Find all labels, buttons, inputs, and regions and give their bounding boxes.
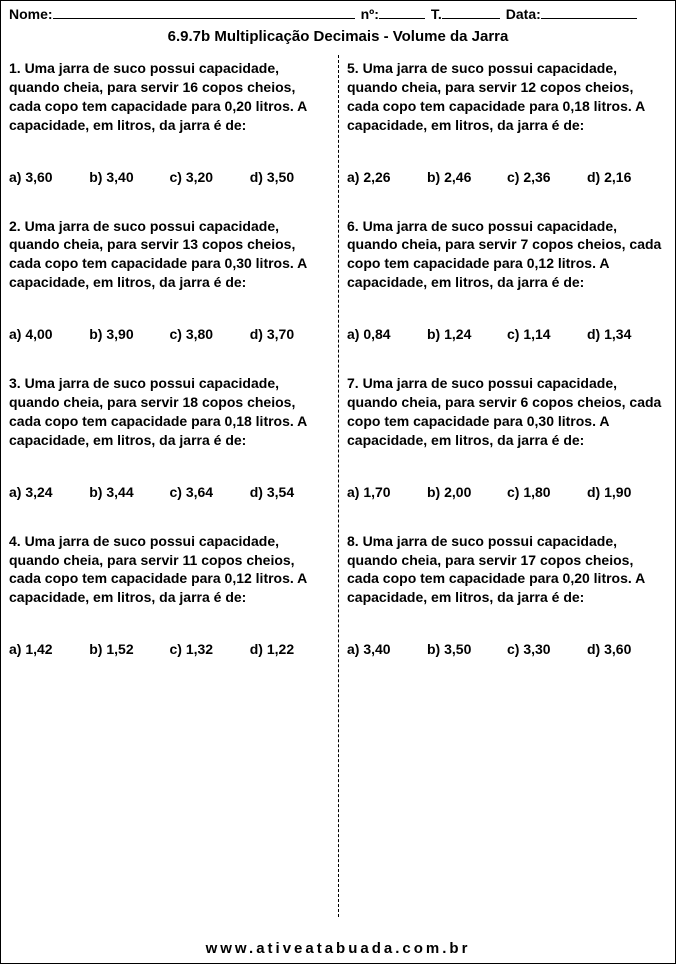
question-text: 1. Uma jarra de suco possui capacidade, … [9, 59, 330, 135]
option-a[interactable]: a) 0,84 [347, 326, 427, 342]
options-row: a) 1,70 b) 2,00 c) 1,80 d) 1,90 [347, 484, 667, 500]
date-field: Data: [506, 5, 637, 22]
options-row: a) 3,40 b) 3,50 c) 3,30 d) 3,60 [347, 641, 667, 657]
date-underline[interactable] [541, 5, 637, 19]
footer-url: www.ativeatabuada.com.br [1, 940, 675, 957]
option-b[interactable]: b) 3,90 [89, 326, 169, 342]
options-row: a) 2,26 b) 2,46 c) 2,36 d) 2,16 [347, 169, 667, 185]
option-c[interactable]: c) 1,80 [507, 484, 587, 500]
option-a[interactable]: a) 3,40 [347, 641, 427, 657]
number-label: nº: [361, 6, 379, 22]
question-text: 2. Uma jarra de suco possui capacidade, … [9, 217, 330, 293]
option-a[interactable]: a) 1,70 [347, 484, 427, 500]
number-field: nº: [361, 5, 425, 22]
option-d[interactable]: d) 3,54 [250, 484, 330, 500]
question-4: 4. Uma jarra de suco possui capacidade, … [9, 532, 330, 658]
options-row: a) 4,00 b) 3,90 c) 3,80 d) 3,70 [9, 326, 330, 342]
option-c[interactable]: c) 3,30 [507, 641, 587, 657]
option-b[interactable]: b) 2,00 [427, 484, 507, 500]
option-a[interactable]: a) 1,42 [9, 641, 89, 657]
option-d[interactable]: d) 1,90 [587, 484, 667, 500]
option-a[interactable]: a) 4,00 [9, 326, 89, 342]
option-b[interactable]: b) 3,50 [427, 641, 507, 657]
question-text: 8. Uma jarra de suco possui capacidade, … [347, 532, 667, 608]
number-underline[interactable] [379, 5, 425, 19]
question-1: 1. Uma jarra de suco possui capacidade, … [9, 59, 330, 185]
right-column: 5. Uma jarra de suco possui capacidade, … [338, 55, 675, 917]
question-8: 8. Uma jarra de suco possui capacidade, … [347, 532, 667, 658]
option-d[interactable]: d) 3,60 [587, 641, 667, 657]
question-text: 6. Uma jarra de suco possui capacidade, … [347, 217, 667, 293]
class-label: T. [431, 6, 442, 22]
question-text: 5. Uma jarra de suco possui capacidade, … [347, 59, 667, 135]
date-label: Data: [506, 6, 541, 22]
option-c[interactable]: c) 3,80 [170, 326, 250, 342]
options-row: a) 0,84 b) 1,24 c) 1,14 d) 1,34 [347, 326, 667, 342]
name-field: Nome: [9, 5, 355, 22]
option-b[interactable]: b) 2,46 [427, 169, 507, 185]
option-c[interactable]: c) 3,64 [170, 484, 250, 500]
option-b[interactable]: b) 3,40 [89, 169, 169, 185]
question-3: 3. Uma jarra de suco possui capacidade, … [9, 374, 330, 500]
class-field: T. [431, 5, 500, 22]
option-c[interactable]: c) 2,36 [507, 169, 587, 185]
question-text: 4. Uma jarra de suco possui capacidade, … [9, 532, 330, 608]
option-a[interactable]: a) 3,60 [9, 169, 89, 185]
options-row: a) 1,42 b) 1,52 c) 1,32 d) 1,22 [9, 641, 330, 657]
option-d[interactable]: d) 3,70 [250, 326, 330, 342]
question-7: 7. Uma jarra de suco possui capacidade, … [347, 374, 667, 500]
option-d[interactable]: d) 1,34 [587, 326, 667, 342]
question-text: 7. Uma jarra de suco possui capacidade, … [347, 374, 667, 450]
class-underline[interactable] [442, 5, 500, 19]
option-a[interactable]: a) 2,26 [347, 169, 427, 185]
option-b[interactable]: b) 1,52 [89, 641, 169, 657]
question-6: 6. Uma jarra de suco possui capacidade, … [347, 217, 667, 343]
option-d[interactable]: d) 2,16 [587, 169, 667, 185]
options-row: a) 3,24 b) 3,44 c) 3,64 d) 3,54 [9, 484, 330, 500]
option-b[interactable]: b) 1,24 [427, 326, 507, 342]
option-c[interactable]: c) 3,20 [170, 169, 250, 185]
worksheet-title: 6.9.7b Multiplicação Decimais - Volume d… [1, 24, 675, 55]
options-row: a) 3,60 b) 3,40 c) 3,20 d) 3,50 [9, 169, 330, 185]
option-a[interactable]: a) 3,24 [9, 484, 89, 500]
option-b[interactable]: b) 3,44 [89, 484, 169, 500]
question-2: 2. Uma jarra de suco possui capacidade, … [9, 217, 330, 343]
name-underline[interactable] [53, 5, 355, 19]
option-d[interactable]: d) 3,50 [250, 169, 330, 185]
name-label: Nome: [9, 6, 53, 22]
left-column: 1. Uma jarra de suco possui capacidade, … [1, 55, 338, 917]
option-d[interactable]: d) 1,22 [250, 641, 330, 657]
option-c[interactable]: c) 1,14 [507, 326, 587, 342]
content-area: 1. Uma jarra de suco possui capacidade, … [1, 55, 675, 917]
header-row: Nome: nº: T. Data: [1, 1, 675, 24]
option-c[interactable]: c) 1,32 [170, 641, 250, 657]
question-5: 5. Uma jarra de suco possui capacidade, … [347, 59, 667, 185]
question-text: 3. Uma jarra de suco possui capacidade, … [9, 374, 330, 450]
